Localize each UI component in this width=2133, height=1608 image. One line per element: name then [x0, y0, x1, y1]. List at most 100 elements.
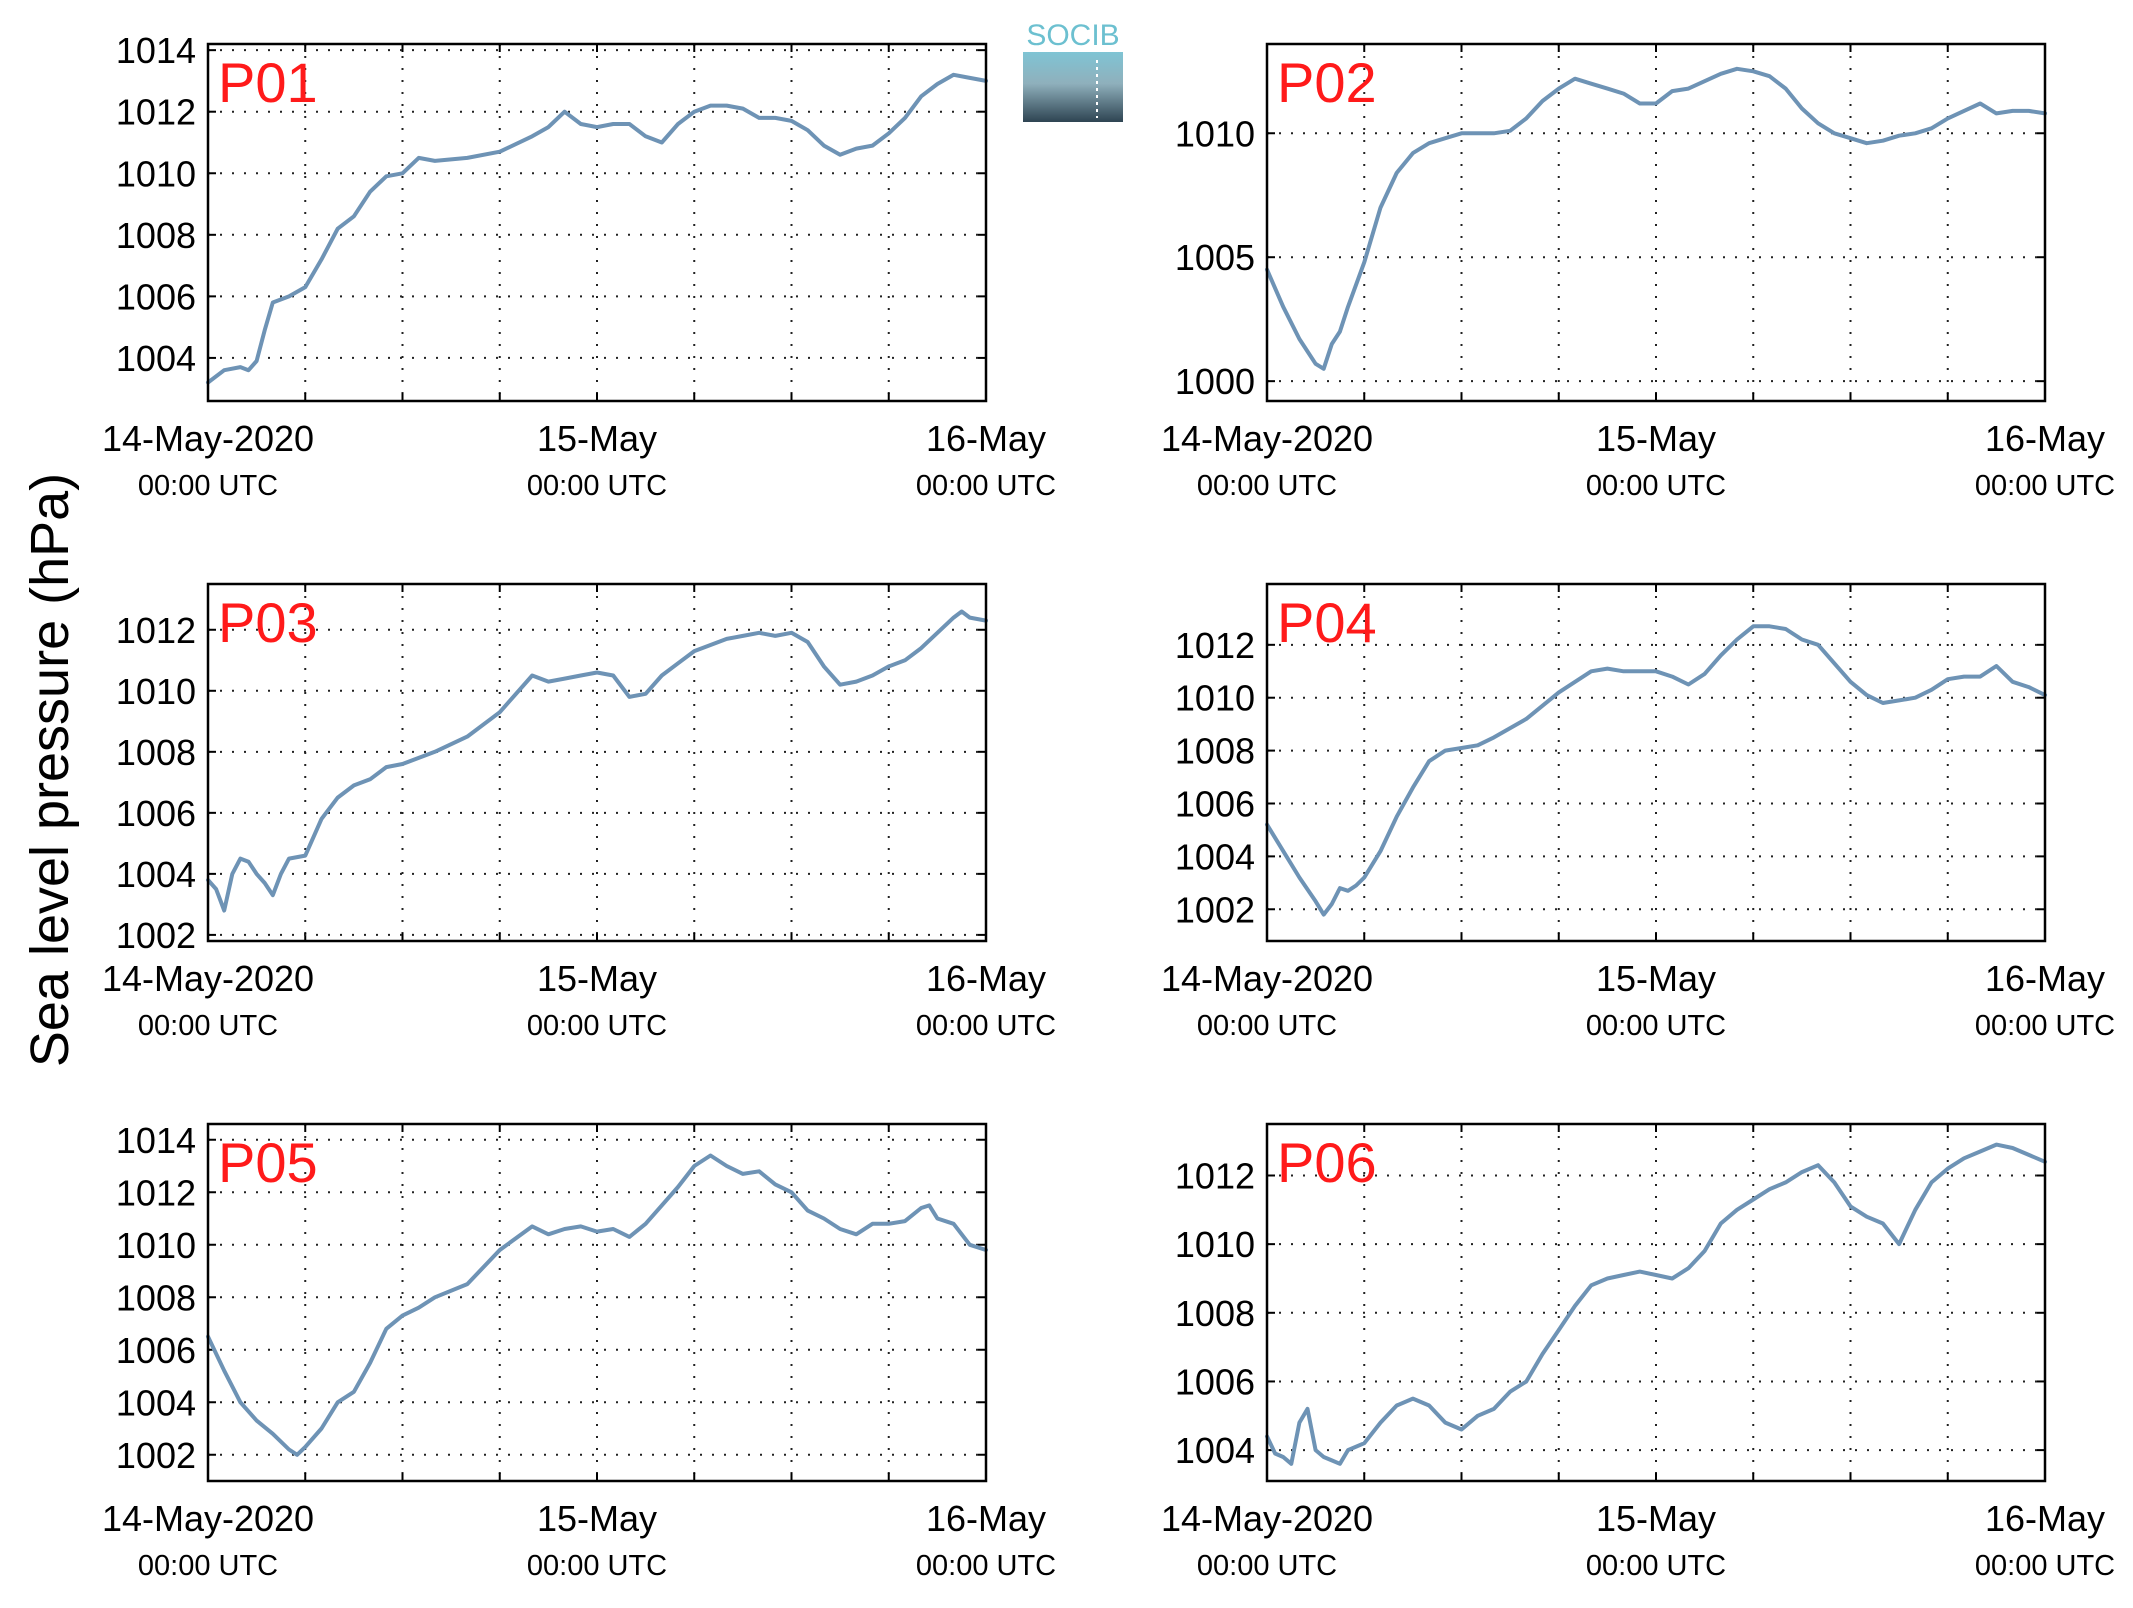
panel-label: P05	[218, 1131, 318, 1194]
y-tick-label: 1014	[116, 1120, 196, 1161]
x-tick-label: 16-May	[1985, 418, 2105, 459]
y-tick-label: 1006	[1175, 1361, 1255, 1402]
x-tick-sublabel: 00:00 UTC	[916, 1010, 1056, 1042]
y-tick-label: 1014	[116, 30, 196, 71]
y-tick-label: 1010	[1175, 678, 1255, 719]
y-tick-label: 1012	[116, 92, 196, 133]
axes-box	[1265, 42, 2047, 403]
x-tick-sublabel: 00:00 UTC	[527, 470, 667, 502]
pressure-series-line	[206, 72, 988, 385]
x-tick-label: 14-May-2020	[1161, 418, 1373, 459]
y-tick-label: 1005	[1175, 237, 1255, 278]
pressure-series-line	[1265, 66, 2047, 371]
x-tick-label: 14-May-2020	[102, 418, 314, 459]
y-tick-label: 1010	[116, 671, 196, 712]
x-tick-label: 15-May	[1596, 418, 1716, 459]
panel-label: P01	[218, 51, 318, 114]
y-tick-label: 1012	[1175, 1155, 1255, 1196]
y-tick-label: 1006	[1175, 783, 1255, 824]
x-tick-label: 15-May	[537, 958, 657, 999]
panel-label: P03	[218, 591, 318, 654]
x-tick-sublabel: 00:00 UTC	[1586, 470, 1726, 502]
x-tick-label: 16-May	[1985, 1498, 2105, 1539]
y-tick-label: 1006	[116, 276, 196, 317]
x-tick-sublabel: 00:00 UTC	[1975, 1550, 2115, 1582]
y-tick-label: 1006	[116, 793, 196, 834]
x-tick-sublabel: 00:00 UTC	[138, 470, 278, 502]
y-tick-label: 1012	[1175, 625, 1255, 666]
x-tick-label: 15-May	[1596, 1498, 1716, 1539]
x-tick-label: 16-May	[926, 418, 1046, 459]
y-tick-label: 1004	[116, 338, 196, 379]
axes-box	[1265, 582, 2047, 943]
axes-box	[206, 1122, 988, 1483]
y-tick-label: 1012	[116, 1172, 196, 1213]
y-tick-label: 1012	[116, 610, 196, 651]
x-tick-sublabel: 00:00 UTC	[1197, 1550, 1337, 1582]
panel-p06: 1004 1006 1008 1010 1012 P06 14-May-2020 00:00 …	[1161, 1122, 2115, 1582]
axes-box	[206, 582, 988, 943]
y-tick-label: 1002	[1175, 889, 1255, 930]
y-tick-label: 1004	[116, 1382, 196, 1423]
panel-p03: 1002 1004 1006 1008 1010 1012 P03 14-May-2020 00…	[102, 582, 1056, 1042]
panel-p02: 1000 1005 1010 P02 14-May-2020 00:00 UTC 15-Ma…	[1161, 42, 2115, 502]
x-tick-sublabel: 00:00 UTC	[527, 1010, 667, 1042]
y-tick-label: 1004	[116, 854, 196, 895]
panels: 1004 1006 1008 1010 1012 1014 P01 14-May-2020 00…	[102, 30, 2115, 1582]
x-tick-label: 16-May	[926, 1498, 1046, 1539]
x-tick-sublabel: 00:00 UTC	[138, 1010, 278, 1042]
x-tick-label: 15-May	[537, 1498, 657, 1539]
panel-label: P02	[1277, 51, 1377, 114]
y-tick-label: 1002	[116, 915, 196, 956]
y-tick-label: 1004	[1175, 1430, 1255, 1471]
y-tick-label: 1000	[1175, 361, 1255, 402]
y-tick-label: 1008	[116, 215, 196, 256]
y-tick-label: 1010	[116, 1225, 196, 1266]
panel-p05: 1002 1004 1006 1008 1010 1012 1014 P05 14-May-20…	[102, 1120, 1056, 1582]
axes-box	[1265, 1122, 2047, 1483]
plot-area	[208, 44, 986, 401]
plot-area	[1267, 1124, 2045, 1481]
x-tick-sublabel: 00:00 UTC	[1197, 1010, 1337, 1042]
x-tick-sublabel: 00:00 UTC	[1586, 1550, 1726, 1582]
y-tick-label: 1010	[1175, 1224, 1255, 1265]
plot-area	[208, 584, 986, 941]
x-tick-sublabel: 00:00 UTC	[138, 1550, 278, 1582]
x-tick-label: 14-May-2020	[1161, 958, 1373, 999]
y-tick-label: 1008	[1175, 1293, 1255, 1334]
panel-p01: 1004 1006 1008 1010 1012 1014 P01 14-May-2020 00…	[102, 30, 1056, 502]
panel-label: P06	[1277, 1131, 1377, 1194]
x-tick-label: 16-May	[1985, 958, 2105, 999]
plot-area	[1267, 584, 2045, 941]
x-tick-sublabel: 00:00 UTC	[1975, 1010, 2115, 1042]
x-tick-sublabel: 00:00 UTC	[916, 470, 1056, 502]
y-tick-label: 1008	[116, 1277, 196, 1318]
x-tick-sublabel: 00:00 UTC	[1975, 470, 2115, 502]
axes-box	[206, 42, 988, 403]
logo-text: SOCIB	[1026, 19, 1119, 52]
plot-area	[208, 1124, 986, 1481]
x-tick-label: 14-May-2020	[1161, 1498, 1373, 1539]
panel-p04: 1002 1004 1006 1008 1010 1012 P04 14-May-2020 00…	[1161, 582, 2115, 1042]
global-ylabel: Sea level pressure (hPa)	[20, 473, 80, 1067]
logo-block	[1023, 52, 1123, 122]
y-tick-label: 1010	[1175, 113, 1255, 154]
y-tick-label: 1008	[1175, 731, 1255, 772]
y-tick-label: 1002	[116, 1435, 196, 1476]
x-tick-label: 14-May-2020	[102, 958, 314, 999]
x-tick-sublabel: 00:00 UTC	[1586, 1010, 1726, 1042]
x-tick-label: 16-May	[926, 958, 1046, 999]
pressure-series-line	[206, 609, 988, 913]
x-tick-label: 14-May-2020	[102, 1498, 314, 1539]
x-tick-sublabel: 00:00 UTC	[916, 1550, 1056, 1582]
x-tick-sublabel: 00:00 UTC	[1197, 470, 1337, 502]
x-tick-label: 15-May	[1596, 958, 1716, 999]
plot-area	[1267, 44, 2045, 401]
y-tick-label: 1010	[116, 153, 196, 194]
y-tick-label: 1008	[116, 732, 196, 773]
y-tick-label: 1004	[1175, 836, 1255, 877]
panel-label: P04	[1277, 591, 1377, 654]
pressure-series-line	[1265, 624, 2047, 917]
